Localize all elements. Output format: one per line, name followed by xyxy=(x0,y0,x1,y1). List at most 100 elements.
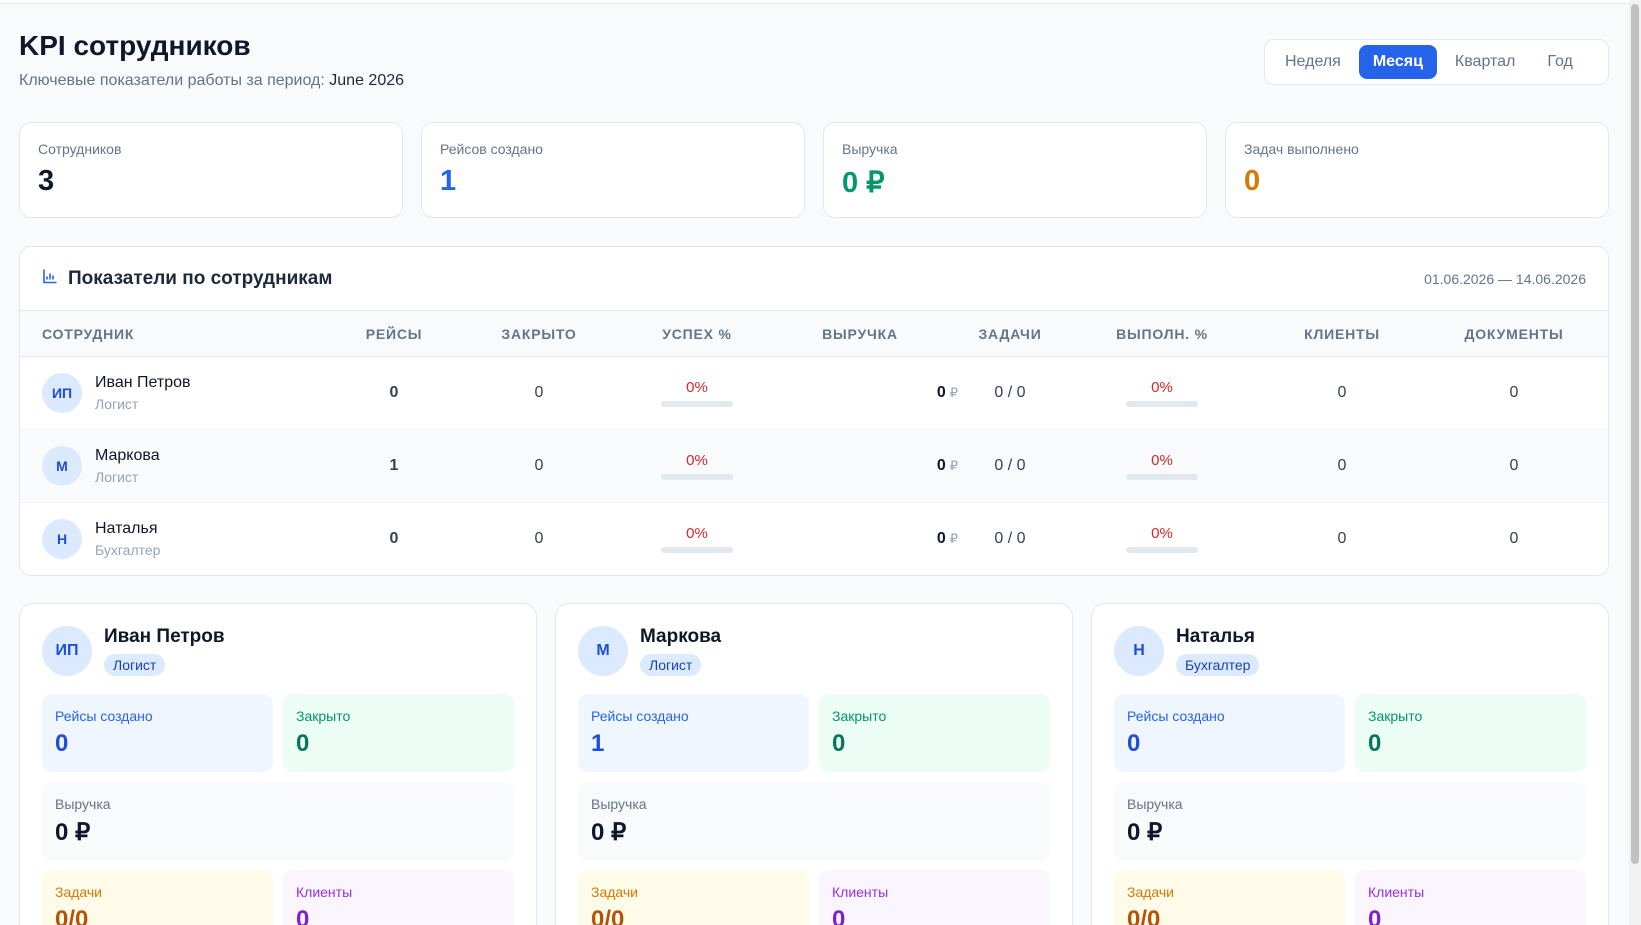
currency-symbol: ₽ xyxy=(949,531,958,546)
revenue-cell: 0 ₽ xyxy=(762,530,958,548)
metric-label: Выручка xyxy=(1127,796,1183,812)
tasks-value: 0 / 0 xyxy=(994,530,1026,547)
employee-card: М Маркова Логист Рейсы создано 1 Закрыто… xyxy=(555,603,1073,925)
revenue-value: 0 xyxy=(936,457,946,474)
metric-value: 0 xyxy=(296,906,310,925)
col-done-pct[interactable]: ВЫПОЛН. % xyxy=(1116,325,1208,342)
done-pct-cell: 0% xyxy=(1062,452,1262,480)
metric-grid: Рейсы создано 0 Закрыто 0 Выручка 0 ₽ За… xyxy=(42,694,514,925)
stat-label: Выручка xyxy=(842,141,898,157)
metric-revenue: Выручка 0 ₽ xyxy=(42,782,514,860)
page-scrollbar[interactable] xyxy=(1629,0,1641,925)
table-column-headers: СОТРУДНИК РЕЙСЫ ЗАКРЫТО УСПЕХ % ВЫРУЧКА … xyxy=(20,311,1608,357)
stat-label: Задач выполнено xyxy=(1244,141,1359,157)
table-row[interactable]: М Маркова Логист 1 0 0% 0 ₽ 0 / 0 0% 0 0 xyxy=(20,430,1608,503)
page-header: KPI сотрудников Ключевые показатели рабо… xyxy=(19,30,1609,100)
table-date-range: 01.06.2026 — 14.06.2026 xyxy=(1424,270,1586,287)
revenue-value: 0 xyxy=(936,384,946,401)
stat-card-employees: Сотрудников 3 xyxy=(19,122,403,218)
clients-value: 0 xyxy=(1337,384,1347,401)
metric-label: Клиенты xyxy=(832,884,889,900)
employee-role: Логист xyxy=(95,469,139,485)
table-title: Показатели по сотрудникам xyxy=(42,268,332,290)
stat-label: Рейсов создано xyxy=(440,141,543,157)
employee-kpi-table: Показатели по сотрудникам 01.06.2026 — 1… xyxy=(19,246,1609,576)
metric-tasks: Задачи 0/0 xyxy=(1114,870,1345,925)
table-row[interactable]: Н Наталья Бухгалтер 0 0 0% 0 ₽ 0 / 0 0% 0 xyxy=(20,503,1608,575)
summary-stats: Сотрудников 3 Рейсов создано 1 Выручка 0… xyxy=(19,122,1609,218)
col-closed[interactable]: ЗАКРЫТО xyxy=(501,325,577,342)
closed-value: 0 xyxy=(534,384,544,401)
avatar: Н xyxy=(42,519,82,559)
col-employee[interactable]: СОТРУДНИК xyxy=(42,325,135,342)
employee-card: ИП Иван Петров Логист Рейсы создано 0 За… xyxy=(19,603,537,925)
subtitle-prefix: Ключевые показатели работы за период: xyxy=(19,72,325,89)
metric-label: Задачи xyxy=(591,884,639,900)
metric-label: Задачи xyxy=(1127,884,1175,900)
metric-label: Закрыто xyxy=(1368,708,1423,724)
role-badge: Бухгалтер xyxy=(1176,654,1260,676)
success-progress-bar xyxy=(661,474,733,480)
top-border xyxy=(0,0,1641,4)
subtitle-period: June 2026 xyxy=(329,72,405,89)
metric-value: 0 ₽ xyxy=(1127,819,1163,846)
documents-value: 0 xyxy=(1509,384,1519,401)
done-pct: 0% xyxy=(1151,452,1173,469)
table-row[interactable]: ИП Иван Петров Логист 0 0 0% 0 ₽ 0 / 0 0%… xyxy=(20,357,1608,430)
stat-label: Сотрудников xyxy=(38,141,122,157)
currency-symbol: ₽ xyxy=(949,385,958,400)
trips-value: 0 xyxy=(389,530,399,547)
metric-trips: Рейсы создано 0 xyxy=(1114,694,1345,772)
col-clients[interactable]: КЛИЕНТЫ xyxy=(1304,325,1380,342)
metric-label: Клиенты xyxy=(296,884,353,900)
period-quarter-button[interactable]: Квартал xyxy=(1454,53,1516,70)
metric-label: Закрыто xyxy=(296,708,351,724)
stat-value: 3 xyxy=(38,165,55,197)
success-cell: 0% xyxy=(632,452,762,480)
closed-value: 0 xyxy=(534,457,544,474)
period-month-button[interactable]: Месяц xyxy=(1358,45,1437,79)
done-progress-bar xyxy=(1126,401,1198,407)
period-switch: Неделя Месяц Квартал Год xyxy=(1264,39,1609,85)
metric-value: 0 ₽ xyxy=(55,819,91,846)
col-success[interactable]: УСПЕХ % xyxy=(662,325,732,342)
col-documents[interactable]: ДОКУМЕНТЫ xyxy=(1464,325,1564,342)
done-progress-bar xyxy=(1126,474,1198,480)
avatar: М xyxy=(578,626,628,676)
metric-label: Выручка xyxy=(591,796,647,812)
done-progress-bar xyxy=(1126,547,1198,553)
kpi-page: KPI сотрудников Ключевые показатели рабо… xyxy=(19,0,1609,925)
table-header-bar: Показатели по сотрудникам 01.06.2026 — 1… xyxy=(20,247,1608,311)
metric-closed: Закрыто 0 xyxy=(819,694,1050,772)
employee-cell: М Маркова Логист xyxy=(42,446,342,486)
metric-label: Клиенты xyxy=(1368,884,1425,900)
metric-value: 0 xyxy=(832,730,846,757)
documents-value: 0 xyxy=(1509,457,1519,474)
card-header: М Маркова Логист xyxy=(578,626,1050,676)
done-pct: 0% xyxy=(1151,379,1173,396)
trips-value: 1 xyxy=(389,457,399,474)
period-year-button[interactable]: Год xyxy=(1547,53,1573,70)
metric-label: Закрыто xyxy=(832,708,887,724)
metric-label: Задачи xyxy=(55,884,103,900)
stat-value: 0 ₽ xyxy=(842,167,885,199)
col-tasks[interactable]: ЗАДАЧИ xyxy=(978,325,1042,342)
col-trips[interactable]: РЕЙСЫ xyxy=(365,325,423,342)
metric-trips: Рейсы создано 0 xyxy=(42,694,273,772)
avatar: М xyxy=(42,446,82,486)
metric-value: 0 ₽ xyxy=(591,819,627,846)
col-revenue[interactable]: ВЫРУЧКА xyxy=(822,325,898,342)
period-week-button[interactable]: Неделя xyxy=(1285,53,1341,70)
stat-value: 0 xyxy=(1244,165,1261,197)
currency-symbol: ₽ xyxy=(949,458,958,473)
done-pct: 0% xyxy=(1151,525,1173,542)
done-pct-cell: 0% xyxy=(1062,525,1262,553)
success-cell: 0% xyxy=(632,379,762,407)
metric-grid: Рейсы создано 0 Закрыто 0 Выручка 0 ₽ За… xyxy=(1114,694,1586,925)
revenue-cell: 0 ₽ xyxy=(762,384,958,402)
metric-value: 0 xyxy=(296,730,310,757)
employee-name: Маркова xyxy=(95,447,160,464)
scrollbar-thumb[interactable] xyxy=(1631,4,1639,864)
trips-value: 0 xyxy=(389,384,399,401)
card-header: Н Наталья Бухгалтер xyxy=(1114,626,1586,676)
